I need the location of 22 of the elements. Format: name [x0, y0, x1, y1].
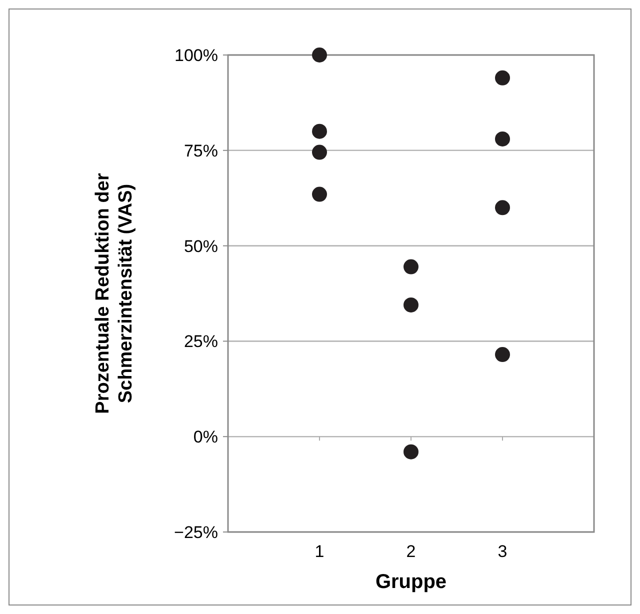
y-tick-label: 0% [193, 428, 218, 447]
point [495, 70, 510, 86]
x-tick-label: 1 [314, 542, 324, 561]
y-tick-label: 100% [174, 46, 218, 65]
point [312, 186, 327, 202]
point [495, 347, 510, 362]
point [312, 124, 327, 139]
y-tick-label: 75% [184, 141, 218, 160]
point [312, 144, 327, 160]
point [404, 297, 418, 312]
y-tick-label: −25% [174, 522, 218, 542]
x-axis-title: Gruppe [375, 571, 447, 593]
x-tick-label: 2 [406, 542, 416, 561]
point [404, 259, 418, 274]
x-tick-label: 3 [498, 542, 508, 561]
point [312, 48, 327, 62]
y-axis-title: Prozentuale Reduktion der Schmerzintensität (VAS) [92, 172, 136, 414]
y-tick-label: 25% [184, 332, 218, 352]
point [495, 200, 510, 216]
y-tick-label: 50% [184, 236, 218, 256]
point [404, 444, 418, 460]
point [495, 131, 510, 146]
